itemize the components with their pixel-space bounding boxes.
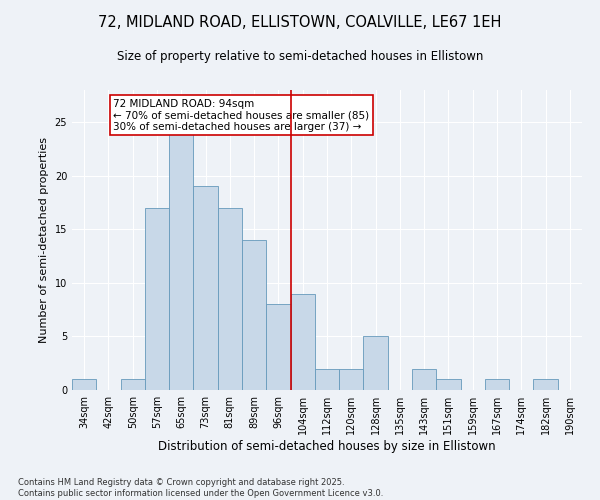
- Bar: [193, 186, 218, 390]
- X-axis label: Distribution of semi-detached houses by size in Ellistown: Distribution of semi-detached houses by …: [158, 440, 496, 452]
- Bar: [364, 336, 388, 390]
- Bar: [218, 208, 242, 390]
- Bar: [412, 368, 436, 390]
- Bar: [339, 368, 364, 390]
- Text: Contains HM Land Registry data © Crown copyright and database right 2025.
Contai: Contains HM Land Registry data © Crown c…: [18, 478, 383, 498]
- Text: Size of property relative to semi-detached houses in Ellistown: Size of property relative to semi-detach…: [117, 50, 483, 63]
- Bar: [485, 380, 509, 390]
- Bar: [145, 208, 169, 390]
- Bar: [436, 380, 461, 390]
- Y-axis label: Number of semi-detached properties: Number of semi-detached properties: [39, 137, 49, 343]
- Bar: [242, 240, 266, 390]
- Text: 72 MIDLAND ROAD: 94sqm
← 70% of semi-detached houses are smaller (85)
30% of sem: 72 MIDLAND ROAD: 94sqm ← 70% of semi-det…: [113, 98, 370, 132]
- Bar: [169, 122, 193, 390]
- Bar: [315, 368, 339, 390]
- Text: 72, MIDLAND ROAD, ELLISTOWN, COALVILLE, LE67 1EH: 72, MIDLAND ROAD, ELLISTOWN, COALVILLE, …: [98, 15, 502, 30]
- Bar: [533, 380, 558, 390]
- Bar: [266, 304, 290, 390]
- Bar: [290, 294, 315, 390]
- Bar: [72, 380, 96, 390]
- Bar: [121, 380, 145, 390]
